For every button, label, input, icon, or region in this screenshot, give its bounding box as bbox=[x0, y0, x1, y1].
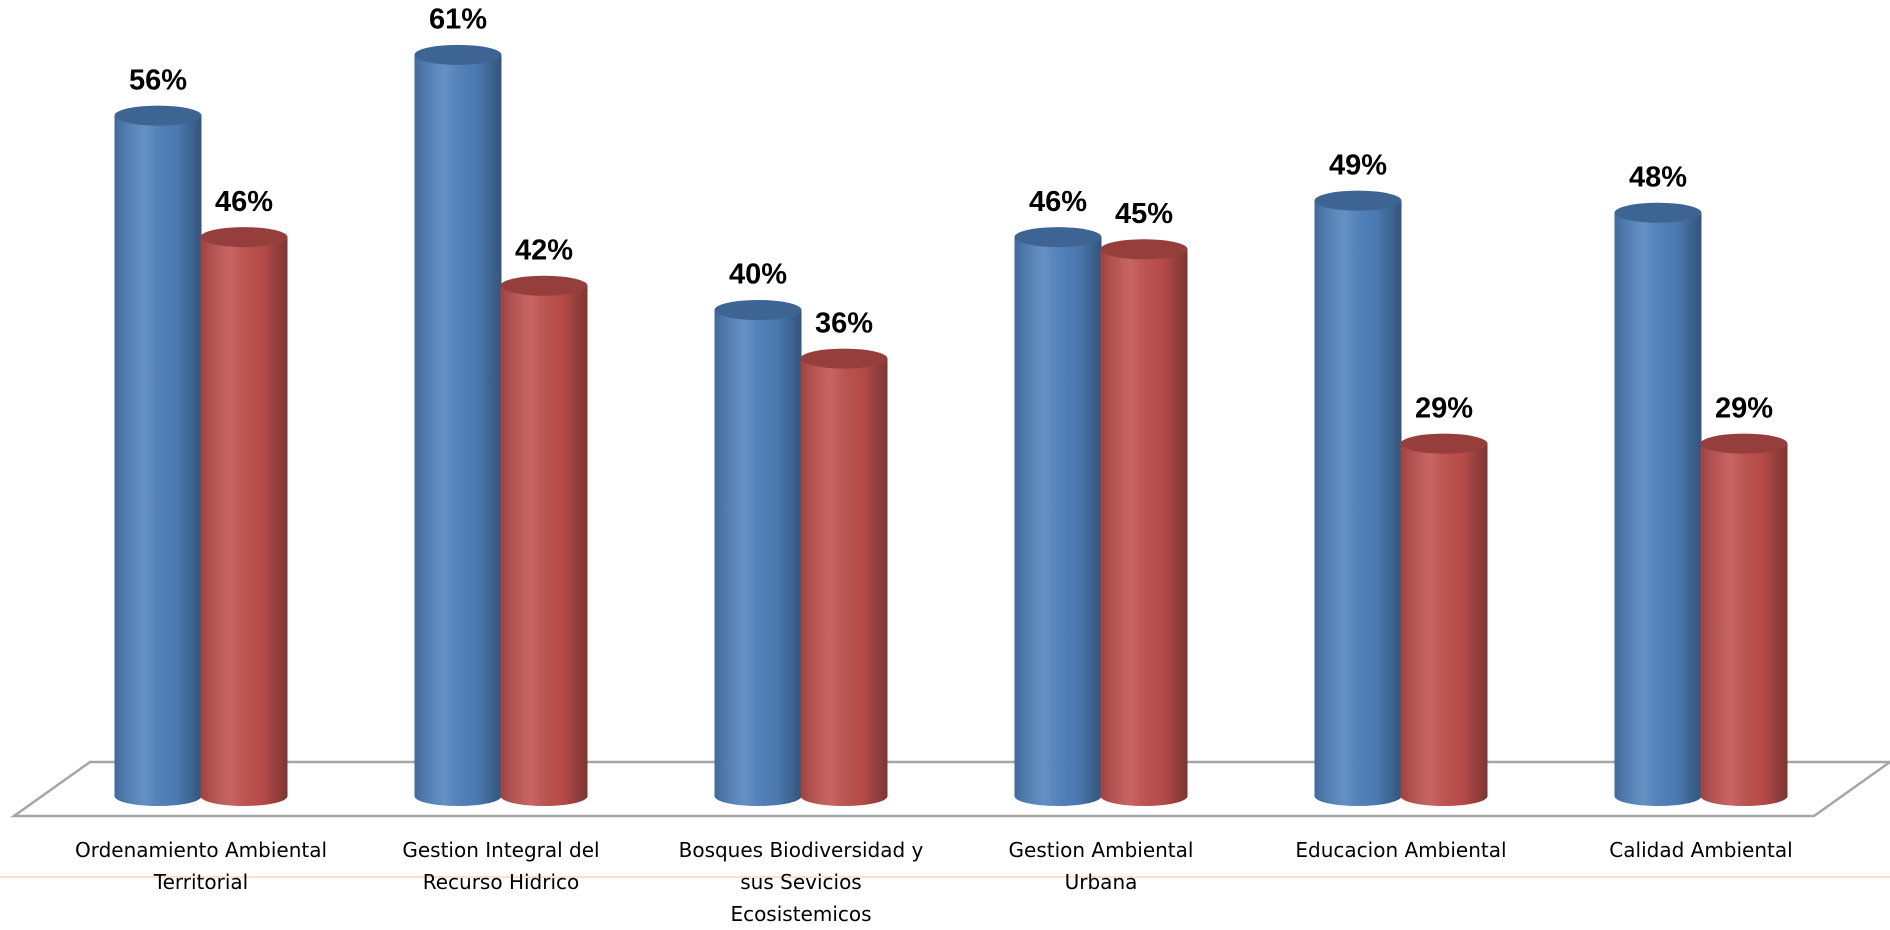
bar-shade bbox=[1100, 249, 1188, 796]
bar-top-shade bbox=[500, 275, 588, 296]
bar-shade bbox=[800, 358, 888, 796]
bar-top-shade bbox=[114, 105, 202, 126]
x-tick-label: Gestion Integral del Recurso Hidrico bbox=[402, 838, 600, 894]
bar-top bbox=[1014, 227, 1102, 248]
bar-shade bbox=[1700, 443, 1788, 796]
value-label: 42% bbox=[515, 234, 573, 266]
value-label: 48% bbox=[1629, 161, 1687, 193]
x-tick-label: Bosques Biodiversidad y sus Sevicios Eco… bbox=[678, 838, 924, 926]
bar-top-shade bbox=[800, 348, 888, 369]
x-tick-label: Educacion Ambiental bbox=[1295, 838, 1507, 862]
bar-top bbox=[414, 44, 502, 65]
bar-top-shade bbox=[1700, 433, 1788, 454]
value-label: 49% bbox=[1329, 149, 1387, 181]
x-tick-label: Calidad Ambiental bbox=[1609, 838, 1793, 862]
bar-top bbox=[500, 275, 588, 296]
value-label: 40% bbox=[729, 259, 787, 291]
bar-top bbox=[200, 227, 288, 248]
value-label: 29% bbox=[1415, 392, 1473, 424]
bar-top-shade bbox=[1614, 202, 1702, 223]
value-label: 56% bbox=[129, 64, 187, 96]
bar-top-shade bbox=[1314, 190, 1402, 211]
value-labels: 56% 61% 40% 46% 49% 48% 46% 42% 36% 45% 29% 29% bbox=[129, 4, 1773, 425]
value-label: 45% bbox=[1115, 198, 1173, 230]
bar-shade bbox=[714, 310, 802, 796]
bar-shade bbox=[114, 115, 202, 797]
bar-top-shade bbox=[1400, 433, 1488, 454]
bar-shade bbox=[200, 237, 288, 797]
bar-shade bbox=[1400, 443, 1488, 796]
bar-top bbox=[1100, 239, 1188, 260]
value-label: 46% bbox=[1029, 186, 1087, 218]
bar-top bbox=[714, 300, 802, 320]
bar-shade bbox=[1314, 200, 1402, 796]
value-label: 61% bbox=[429, 4, 487, 36]
x-tick-label: Gestion Ambiental Urbana bbox=[1008, 838, 1194, 894]
bar-top-shade bbox=[1100, 239, 1188, 260]
bar-top bbox=[1700, 433, 1788, 454]
bar-top-shade bbox=[200, 227, 288, 248]
bar-top bbox=[1614, 202, 1702, 223]
bar-top bbox=[1400, 433, 1488, 454]
value-label: 46% bbox=[215, 186, 273, 218]
bar-shade bbox=[1614, 212, 1702, 797]
floor bbox=[10, 760, 1890, 818]
bar-shade bbox=[1014, 237, 1102, 797]
value-label: 29% bbox=[1715, 392, 1773, 424]
bar-top-shade bbox=[714, 300, 802, 320]
bar-top-shade bbox=[1014, 227, 1102, 248]
bars bbox=[114, 44, 1788, 806]
bar-top bbox=[800, 348, 888, 369]
bar-top bbox=[1314, 190, 1402, 211]
bar-top-shade bbox=[414, 44, 502, 65]
bar-shade bbox=[500, 285, 588, 796]
value-label: 36% bbox=[815, 307, 873, 339]
bar-top bbox=[114, 105, 202, 126]
x-tick-label: Ordenamiento Ambiental Territorial bbox=[74, 838, 328, 894]
bar-shade bbox=[414, 54, 502, 797]
